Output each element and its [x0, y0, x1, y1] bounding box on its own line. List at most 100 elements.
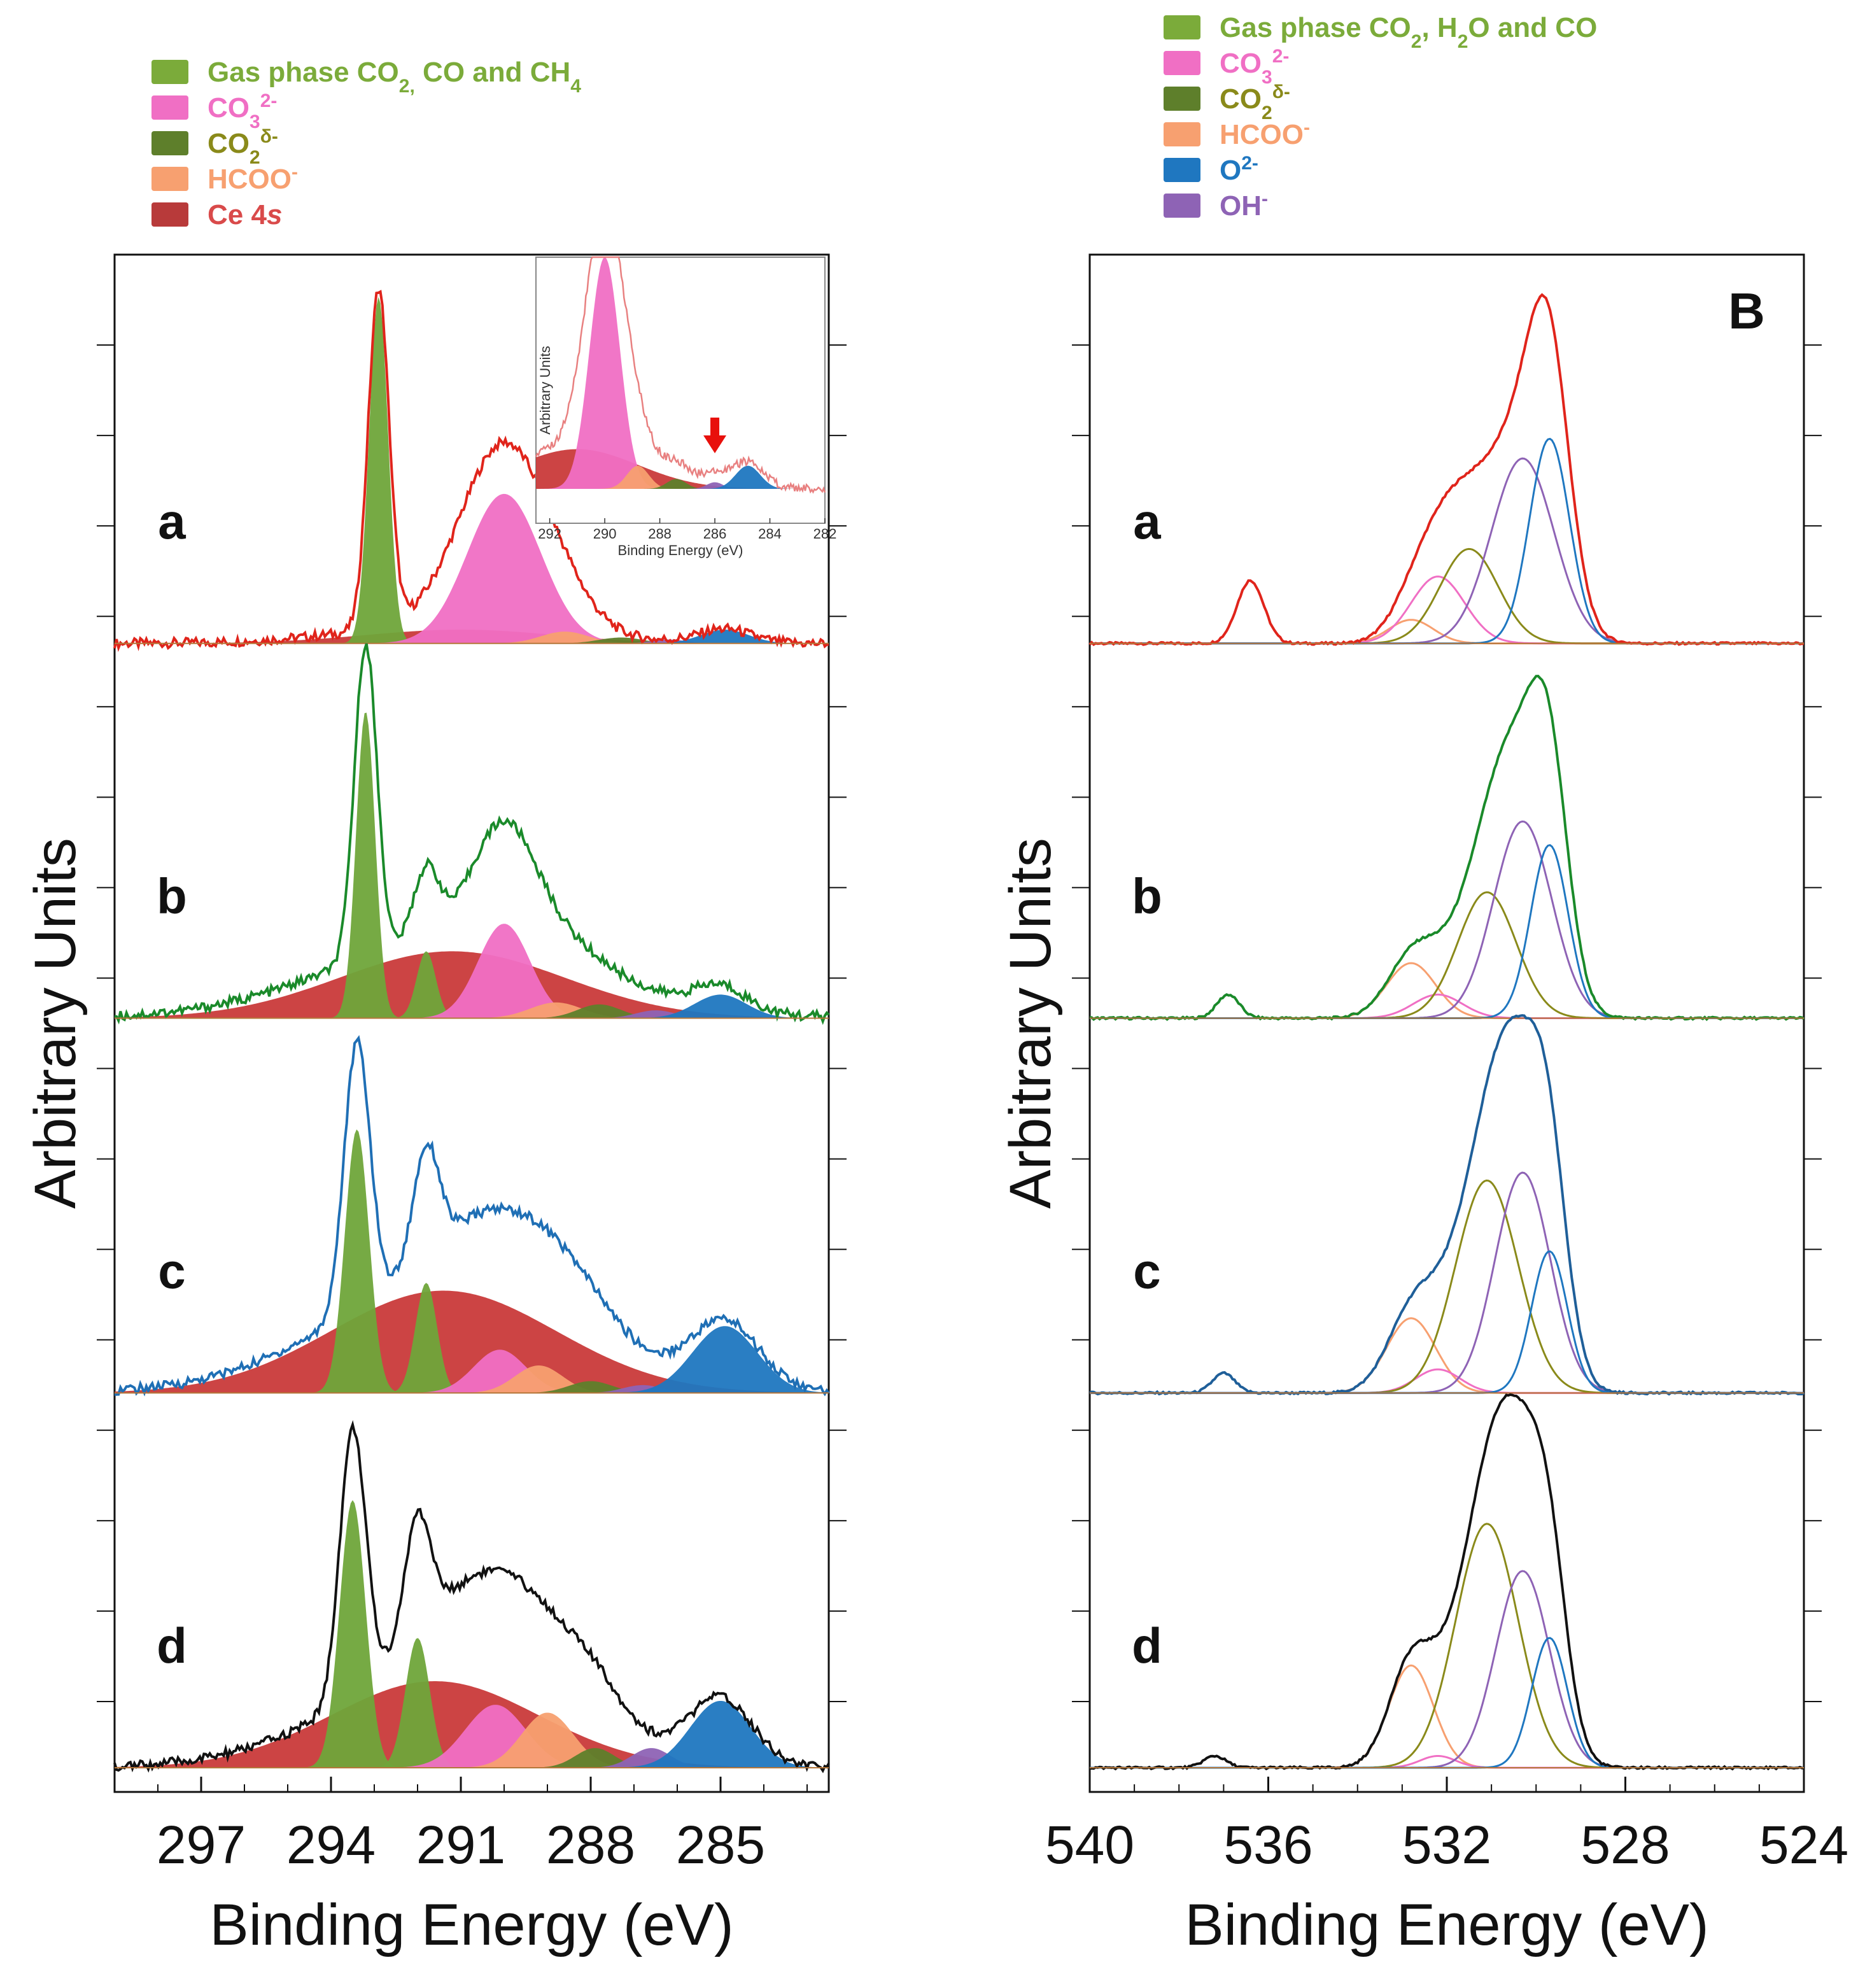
panel-label: B: [1728, 283, 1765, 339]
inset-y-title: Arbitrary Units: [537, 346, 553, 434]
component-peak: [1090, 843, 1804, 1019]
component-peak: [115, 1748, 829, 1768]
legend-swatch: [1164, 158, 1200, 182]
legend-label: CO2δ-: [1220, 81, 1290, 123]
component-peak: [115, 639, 829, 644]
x-tick-label: 288: [546, 1815, 635, 1875]
component-peak: [115, 1326, 829, 1393]
inset-component: [536, 257, 825, 489]
spectrum-line: [1089, 674, 1805, 1022]
legend-swatch: [151, 60, 188, 84]
panel-a: 297 294 291 288 285 Binding Energy (eV) Arbitr…: [23, 57, 847, 1957]
legend-label: CO32-: [1220, 46, 1289, 88]
trace-label: c: [1133, 1243, 1160, 1299]
x-tick-label: 532: [1402, 1815, 1491, 1875]
component-peak: [115, 493, 829, 644]
component-peak: [1090, 1179, 1804, 1394]
y-axis-title: Arbitrary Units: [998, 838, 1063, 1209]
legend-entry: CO32-: [1164, 46, 1289, 88]
trace-label: d: [157, 1618, 187, 1674]
component-peak: [115, 1350, 829, 1393]
trace-d: d: [1089, 1393, 1805, 1771]
component-peak: [115, 1290, 829, 1393]
legend-label: OH-: [1220, 188, 1268, 222]
spectrum-line: [1089, 1014, 1805, 1396]
x-tick-label: 294: [286, 1815, 376, 1875]
plot-frame: [1088, 253, 1805, 1793]
inset-tick-label: 286: [703, 526, 727, 542]
x-tick-label: 285: [676, 1815, 765, 1875]
legend-entry: HCOO-: [1164, 117, 1310, 151]
inset-tick-label: 290: [593, 526, 617, 542]
x-tick-label: 297: [157, 1815, 246, 1875]
trace-b: b: [114, 643, 830, 1026]
legend-swatch: [151, 167, 188, 191]
trace-label: d: [1132, 1618, 1162, 1674]
spectrum-line: [114, 1034, 830, 1397]
spectrum-line: [114, 643, 830, 1026]
legend: Gas phase CO2, H2O and COCO32-CO2δ-HCOO-…: [1164, 12, 1597, 222]
legend-label: CO2δ-: [208, 126, 278, 168]
inset-tick-label: 292: [538, 526, 561, 542]
trace-c: c: [114, 1034, 830, 1397]
legend-swatch: [1164, 15, 1200, 39]
legend-entry: HCOO-: [151, 162, 298, 195]
component-peak: [115, 1705, 829, 1768]
inset-component: [536, 479, 825, 489]
legend-swatch: [1164, 87, 1200, 111]
component-peak: [1090, 547, 1804, 645]
legend-label: HCOO-: [1220, 117, 1310, 151]
legend-entry: OH-: [1164, 188, 1268, 222]
x-tick-label: 528: [1580, 1815, 1670, 1875]
component-peak: [115, 924, 829, 1019]
plot-frame: [113, 253, 830, 1793]
trace-label: a: [158, 493, 186, 549]
panel-b: 540 536 532 528 524 Binding Energy (eV) Arbitr…: [998, 12, 1848, 1957]
legend-label: Ce 4s: [208, 199, 282, 230]
legend: Gas phase CO2, CO and CH4CO32-CO2δ-HCOO-…: [151, 57, 581, 230]
component-peak: [1090, 1664, 1804, 1769]
legend-swatch: [151, 131, 188, 155]
trace-a: a: [113, 290, 829, 652]
legend-label: Gas phase CO2, CO and CH4: [208, 57, 581, 97]
component-peak: [1090, 820, 1804, 1019]
x-axis-title: Binding Energy (eV): [209, 1893, 733, 1957]
y-axis-title: Arbitrary Units: [23, 838, 88, 1209]
component-peak: [1090, 619, 1804, 645]
component-peak: [115, 994, 829, 1019]
x-tick-label: 524: [1759, 1815, 1848, 1875]
legend-entry: CO2δ-: [1164, 81, 1290, 123]
legend-swatch: [1164, 122, 1200, 146]
component-peak: [1090, 457, 1804, 645]
component-peak: [1090, 437, 1804, 645]
x-axis-title: Binding Energy (eV): [1185, 1893, 1708, 1957]
spectrum-line: [1088, 293, 1804, 646]
legend-entry: Ce 4s: [151, 199, 282, 230]
inset-tick-label: 284: [758, 526, 782, 542]
legend-label: CO32-: [208, 90, 277, 132]
inset-tick-label: 282: [813, 526, 837, 542]
legend-label: HCOO-: [208, 162, 298, 195]
trace-d: d: [113, 1420, 830, 1773]
spectrum-line: [113, 290, 829, 652]
spectrum-line: [113, 1420, 830, 1773]
trace-c: c: [1089, 1014, 1805, 1396]
component-peak: [1090, 1523, 1804, 1769]
inset-x-title: Binding Energy (eV): [618, 542, 743, 558]
trace-label: a: [1133, 493, 1161, 549]
legend-entry: CO32-: [151, 90, 277, 132]
component-peak: [1090, 1755, 1804, 1769]
legend-swatch: [151, 95, 188, 120]
x-tick-label: 540: [1045, 1815, 1134, 1875]
legend-swatch: [151, 202, 188, 227]
component-peak: [115, 1010, 829, 1019]
legend-swatch: [1164, 194, 1200, 218]
legend-swatch: [1164, 51, 1200, 75]
legend-label: O2-: [1220, 153, 1258, 187]
component-peak: [1090, 1368, 1804, 1394]
inset-component: [536, 465, 825, 489]
legend-label: Gas phase CO2, H2O and CO: [1220, 12, 1597, 52]
trace-a: a: [1088, 293, 1804, 646]
trace-b: b: [1089, 674, 1805, 1022]
